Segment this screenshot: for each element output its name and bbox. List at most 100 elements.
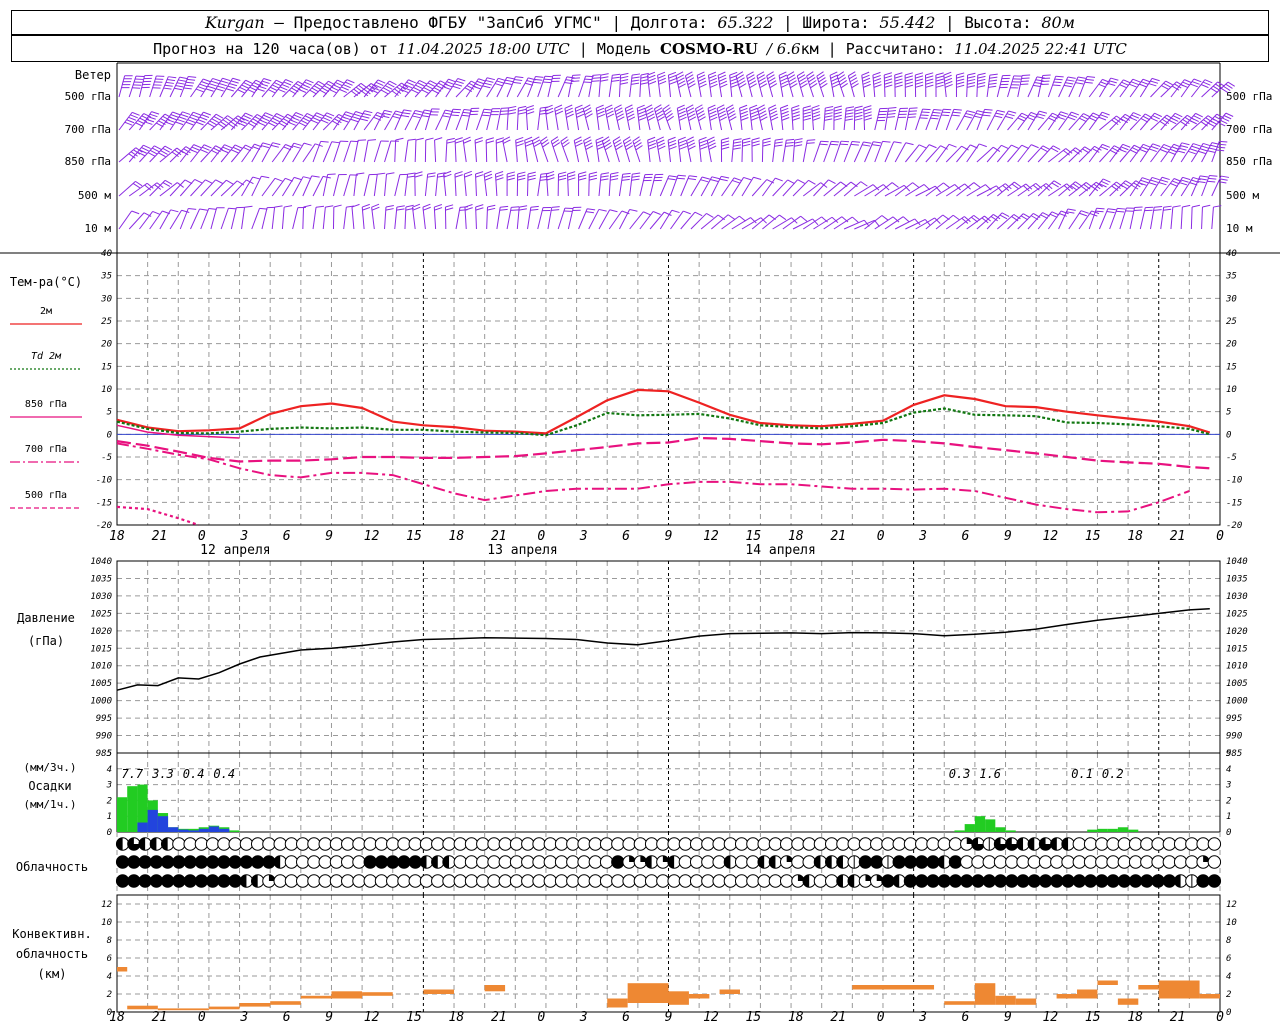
wind-barb-flag — [230, 80, 239, 84]
cloud-circle — [363, 855, 377, 869]
wind-barb-flag — [396, 86, 404, 93]
wind-barb-flag — [464, 170, 472, 175]
cloud-circle — [667, 837, 681, 851]
y-tick-label-left: 30 — [100, 294, 112, 304]
y-tick-label-left: 0 — [107, 430, 112, 440]
cloud-symbol — [870, 874, 884, 888]
wind-barb-flag — [1202, 81, 1211, 86]
wind-barb-flag — [732, 147, 741, 150]
wind-barb-staff — [261, 177, 276, 197]
wind-barb-staff — [454, 174, 457, 197]
cloud-symbol — [937, 874, 951, 888]
wind-barb-flag — [678, 113, 687, 118]
wind-barb-flag — [455, 140, 464, 144]
cloud-symbol — [374, 855, 389, 869]
wind-barb — [200, 77, 221, 98]
wind-barb-flag — [284, 205, 293, 208]
wind-barb-flag — [687, 80, 695, 86]
wind-barb-flag — [727, 214, 735, 220]
cloud-symbol — [1083, 837, 1098, 851]
cloud-circle — [1038, 855, 1053, 869]
cloud-title: Облачность — [16, 860, 88, 874]
wind-barb — [915, 217, 941, 230]
wind-barb-staff — [813, 179, 829, 197]
cloud-symbol — [1095, 855, 1109, 869]
wind-barb-staff — [945, 183, 965, 197]
cloud-circle — [1061, 874, 1075, 888]
wind-barb — [230, 112, 253, 131]
wind-barb-flag — [977, 72, 986, 76]
wind-barb — [540, 136, 550, 163]
wind-barb-flag — [219, 83, 228, 87]
wind-barb-flag — [965, 112, 974, 116]
wind-barb — [955, 72, 965, 98]
wind-barb-flag — [905, 78, 914, 82]
wind-barb — [710, 175, 730, 197]
wind-barb-flag — [997, 109, 1006, 113]
cloud-symbol — [509, 855, 524, 869]
wind-barb-flag — [207, 122, 215, 128]
cloud-circle — [217, 837, 231, 851]
y-tick-label-left: 4 — [107, 972, 112, 982]
wind-barb — [343, 140, 359, 163]
wind-barb-flag — [364, 110, 373, 114]
wind-barb-flag — [812, 114, 821, 118]
wind-barb-flag — [774, 144, 783, 147]
cloud-symbol — [329, 874, 344, 888]
wind-barb-flag — [487, 204, 496, 208]
wind-barb — [1180, 143, 1201, 163]
wind-barb-flag — [519, 205, 528, 208]
wind-barb-flag — [989, 76, 998, 79]
wind-barb — [547, 206, 560, 230]
cloud-symbol — [498, 874, 513, 888]
wind-barb-flag — [797, 74, 806, 80]
wind-barb-staff — [1048, 148, 1067, 163]
wind-barb-flag — [404, 84, 413, 89]
cloud-symbol — [982, 837, 996, 851]
wind-barb-flag — [819, 143, 828, 146]
cloud-symbol — [149, 837, 164, 851]
wind-barb — [1007, 183, 1033, 197]
cloud-symbol — [1027, 837, 1041, 851]
wind-barb — [649, 211, 672, 230]
wind-barb-flag — [646, 113, 655, 119]
wind-barb-flag — [176, 82, 185, 85]
wind-barb-staff — [455, 80, 472, 98]
y-tick-label-left: 1015 — [90, 644, 112, 654]
cloud-symbol — [250, 837, 265, 851]
cloud-symbol — [1185, 874, 1199, 888]
x-tick-label: 3 — [239, 529, 248, 544]
wind-barb-flag — [152, 210, 161, 215]
wind-barb-flag — [1101, 111, 1110, 116]
wind-barb — [864, 141, 882, 163]
x-tick-label: 6 — [622, 1010, 630, 1024]
wind-barb-flag — [475, 140, 483, 144]
wind-barb-flag — [160, 150, 168, 155]
x-tick-label: 15 — [406, 529, 422, 544]
wind-barb — [271, 205, 283, 230]
wind-barb-flag — [326, 112, 335, 117]
temperature-layer — [116, 388, 1220, 527]
cloud-symbol — [1061, 855, 1075, 869]
wind-barb-flag — [1125, 180, 1133, 186]
wind-barb-flag — [760, 217, 767, 224]
wind-barb-staff — [537, 207, 544, 230]
wind-barb-flag — [423, 87, 432, 92]
wind-barb-flag — [239, 86, 248, 92]
wind-barb-flag — [1190, 83, 1198, 88]
cloud-circle — [881, 874, 895, 888]
wind-barb-staff — [139, 145, 155, 163]
cloud-circle — [566, 874, 580, 888]
wind-barb-flag — [189, 116, 198, 121]
wind-barb — [904, 72, 914, 98]
wind-barb — [966, 72, 976, 98]
wind-barb-flag — [481, 114, 490, 117]
wind-barb — [1160, 112, 1183, 131]
wind-barb-flag — [515, 136, 524, 141]
wind-barb-flag — [780, 80, 789, 85]
wind-barb-flag — [524, 139, 533, 144]
wind-barb — [872, 71, 882, 98]
wind-barb-flag — [1163, 82, 1171, 88]
wind-level-label-right: 500 м — [1226, 189, 1259, 202]
